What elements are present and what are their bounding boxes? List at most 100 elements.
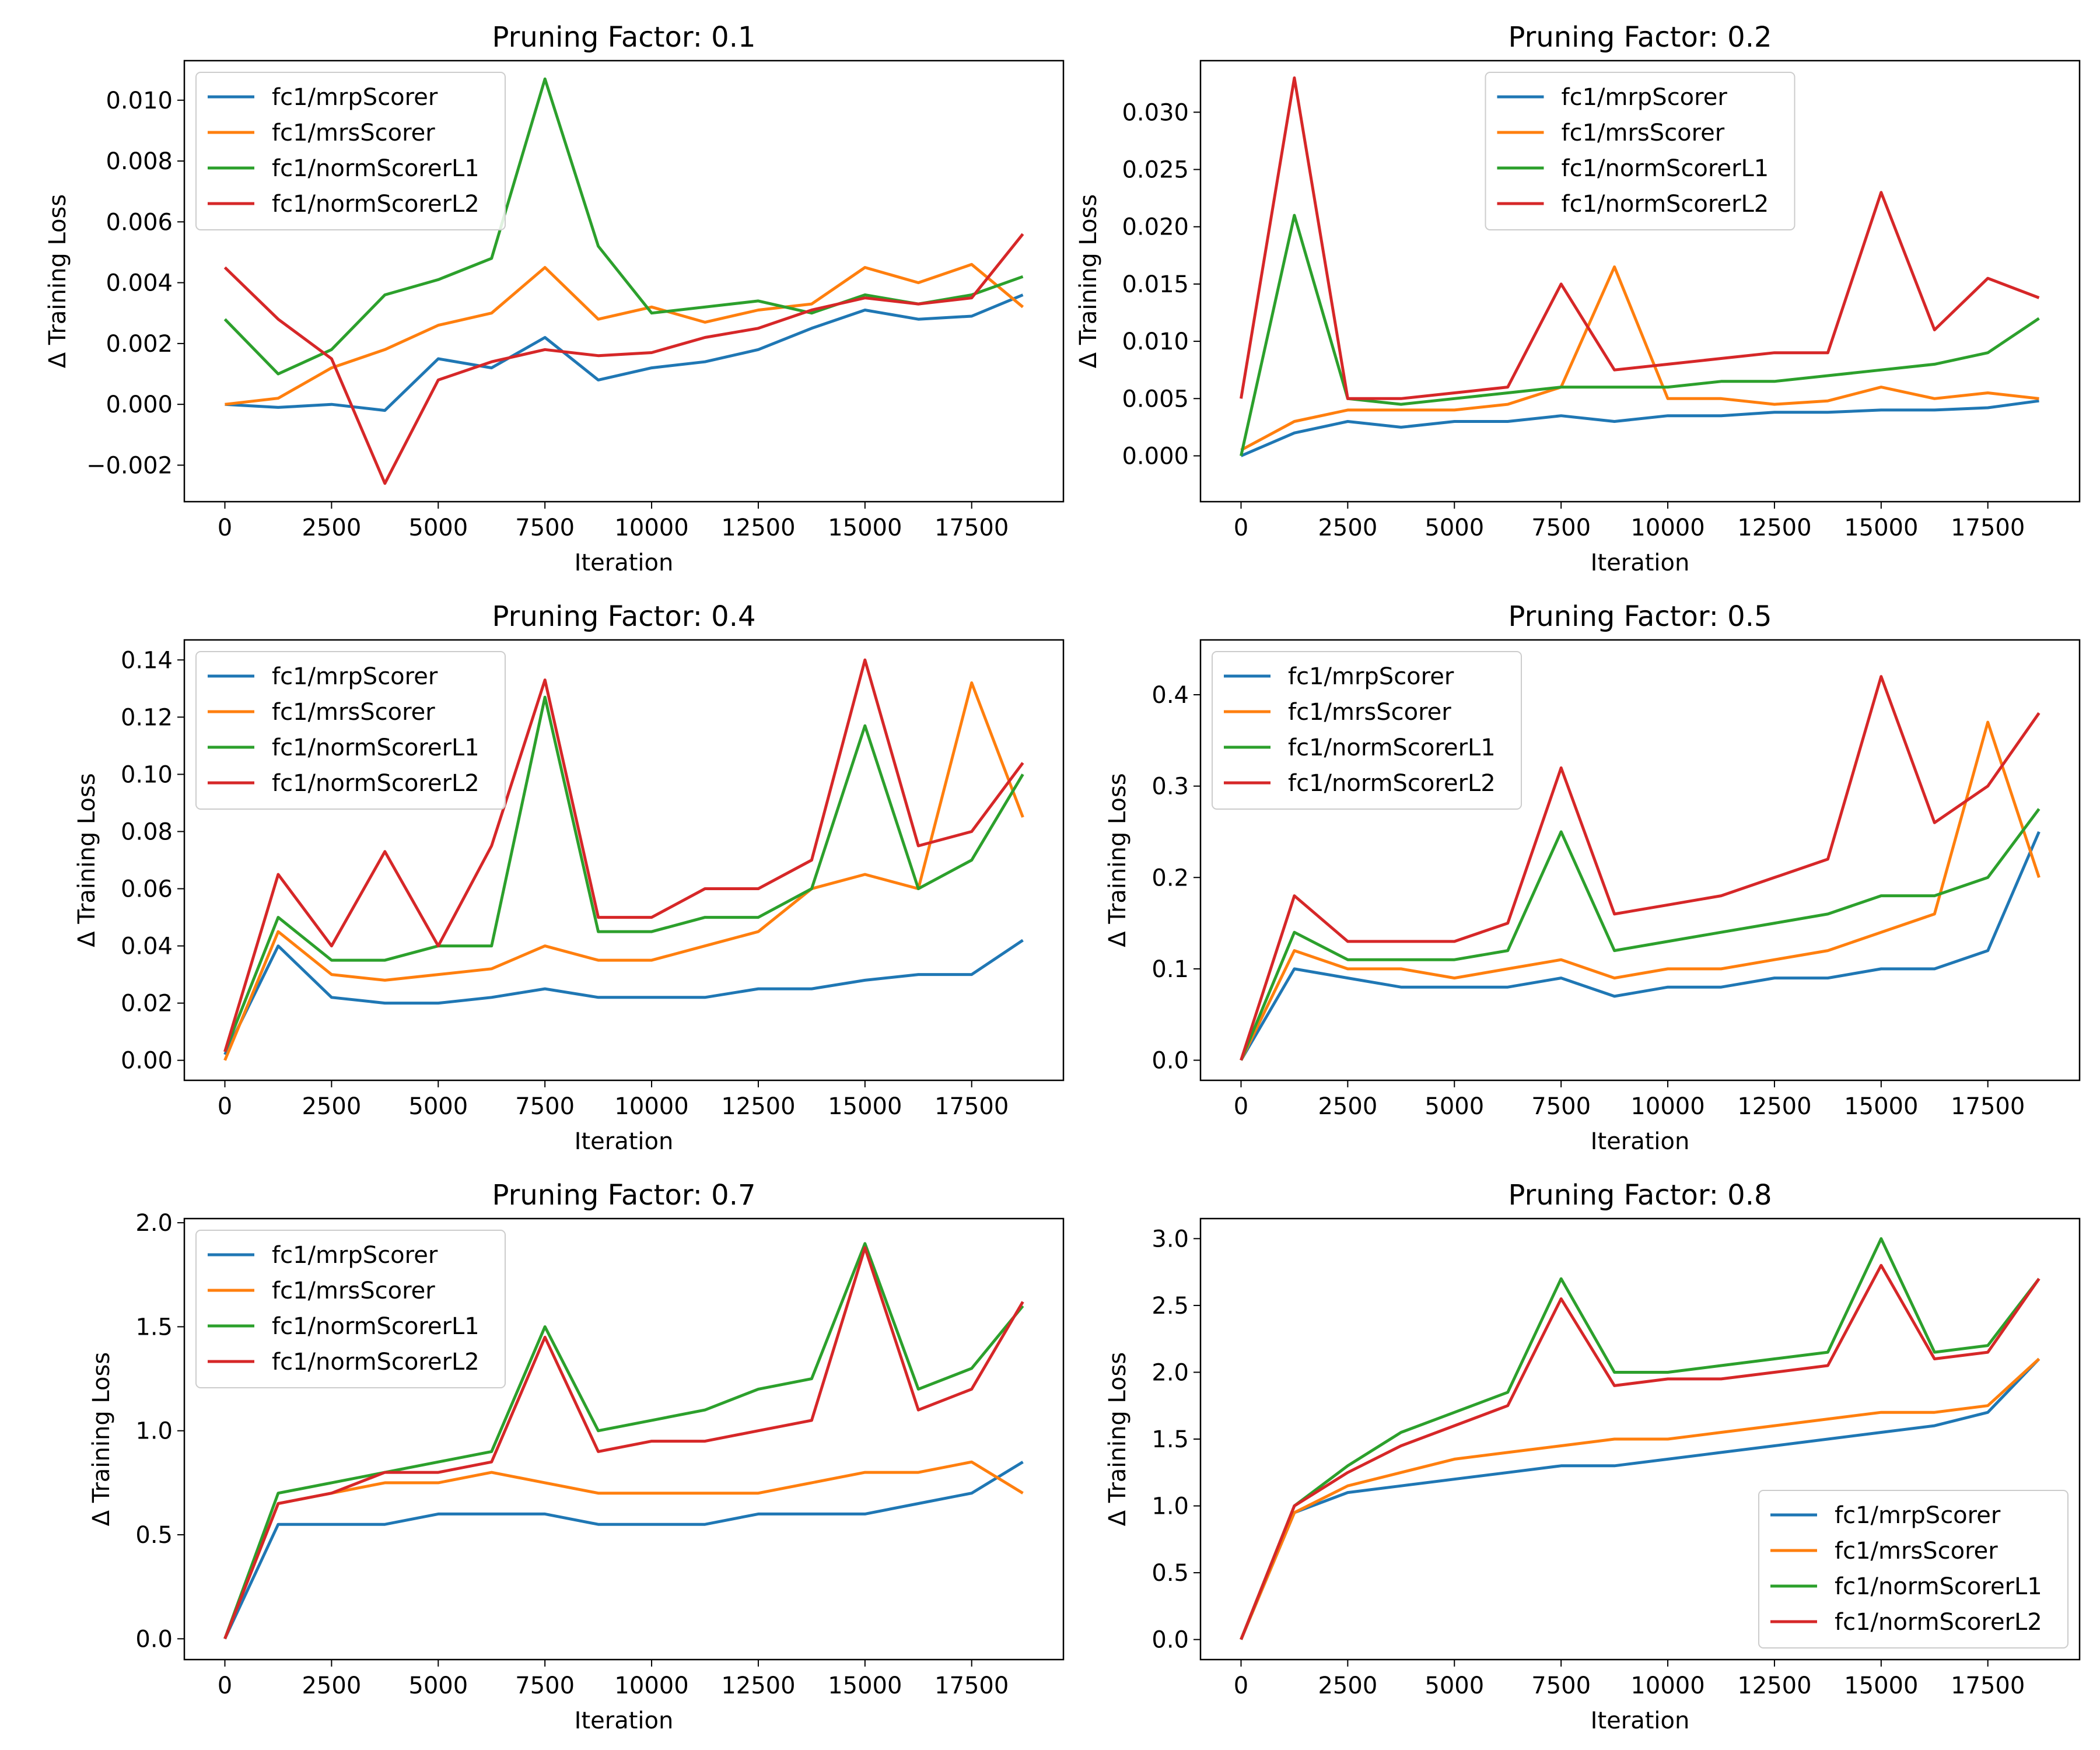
y-axis-label: Δ Training Loss	[1104, 773, 1131, 947]
legend-label: fc1/normScorerL1	[1562, 155, 1769, 182]
x-axis-label: Iteration	[1591, 1707, 1690, 1734]
y-axis-label: Δ Training Loss	[74, 773, 100, 947]
legend: fc1/mrpScorer fc1/mrsScorer fc1/normScorer…	[195, 651, 506, 810]
x-tick-label: 17500	[935, 1672, 1009, 1699]
x-tick-label: 17500	[1951, 514, 2025, 541]
x-tick-label: 2500	[302, 514, 361, 541]
y-tick-label: 0.004	[106, 270, 173, 297]
legend-label: fc1/mrsScorer	[1562, 120, 1725, 146]
x-axis-label: Iteration	[575, 1707, 674, 1734]
y-tick-label: 0.005	[1122, 386, 1189, 412]
plot-frame	[1199, 60, 2081, 503]
series-line	[223, 77, 1024, 376]
series-line	[1240, 1357, 2041, 1640]
y-tick-label: 0.2	[1152, 864, 1189, 891]
series-line	[1240, 1237, 2041, 1640]
x-tick-label: 17500	[1951, 1672, 2025, 1699]
legend-label: fc1/mrpScorer	[1288, 663, 1454, 690]
y-tick-label: 0.3	[1152, 774, 1189, 800]
x-tick-label: 12500	[1737, 1093, 1811, 1120]
x-tick-label: 2500	[302, 1672, 361, 1699]
chart-panel: 0 2500 5000 7500 10000 12500 15000 17500 0.000 0.…	[1075, 21, 2081, 576]
x-tick-label: 0	[218, 1672, 232, 1699]
chart-title: Pruning Factor: 0.8	[1508, 1179, 1772, 1212]
x-tick-label: 15000	[1844, 1672, 1918, 1699]
chart-panel: 0 2500 5000 7500 10000 12500 15000 17500 −0.002 0…	[44, 21, 1065, 576]
x-tick-label: 12500	[1737, 1672, 1811, 1699]
x-tick-label: 10000	[1630, 1672, 1704, 1699]
series-line	[223, 658, 1024, 1052]
series-line	[223, 695, 1024, 1052]
legend-label: fc1/normScorerL2	[272, 770, 480, 797]
chart-title: Pruning Factor: 0.7	[492, 1179, 755, 1212]
y-axis-label: Δ Training Loss	[1075, 194, 1102, 368]
legend-label: fc1/normScorerL1	[272, 734, 480, 761]
x-tick-label: 2500	[1318, 514, 1377, 541]
x-tick-label: 5000	[408, 1672, 468, 1699]
y-tick-label: 0.020	[1122, 214, 1189, 241]
x-tick-label: 15000	[828, 1093, 902, 1120]
x-tick-label: 5000	[1424, 1672, 1484, 1699]
y-tick-label: 0.5	[1152, 1560, 1189, 1587]
x-axis-label: Iteration	[575, 1128, 674, 1155]
x-tick-label: 7500	[515, 1672, 575, 1699]
legend: fc1/mrpScorer fc1/mrsScorer fc1/normScorer…	[1485, 72, 1796, 230]
x-tick-label: 12500	[721, 1672, 795, 1699]
legend-label: fc1/mrsScorer	[1835, 1538, 1998, 1564]
series-line	[223, 939, 1024, 1056]
y-axis-label: Δ Training Loss	[1104, 1352, 1131, 1526]
series-line	[223, 1461, 1024, 1640]
legend: fc1/mrpScorer fc1/mrsScorer fc1/normScorer…	[195, 72, 506, 230]
series-line	[1240, 399, 2039, 457]
x-tick-label: 7500	[1531, 1093, 1591, 1120]
series-line	[225, 293, 1024, 412]
legend-label: fc1/normScorerL1	[272, 155, 480, 182]
series-line	[223, 1242, 1024, 1640]
x-tick-label: 17500	[1951, 1093, 2025, 1120]
x-tick-label: 0	[218, 514, 232, 541]
y-tick-label: 0.12	[121, 704, 173, 731]
x-tick-label: 10000	[614, 1093, 688, 1120]
x-tick-label: 2500	[1318, 1672, 1377, 1699]
legend-box	[195, 72, 506, 230]
y-tick-label: 0.002	[106, 331, 173, 358]
x-tick-label: 17500	[935, 514, 1009, 541]
y-tick-label: 0.010	[106, 88, 173, 114]
y-tick-label: 0.010	[1122, 328, 1189, 355]
legend-label: fc1/mrsScorer	[272, 120, 435, 146]
legend-label: fc1/mrpScorer	[272, 663, 438, 690]
series-line	[223, 233, 1024, 485]
series-line	[223, 1460, 1024, 1640]
x-tick-label: 2500	[1318, 1093, 1377, 1120]
y-tick-label: 0.030	[1122, 99, 1189, 126]
y-tick-label: 3.0	[1152, 1226, 1189, 1252]
x-tick-label: 5000	[408, 514, 468, 541]
plot-frame	[1199, 639, 2081, 1082]
y-tick-label: 0.06	[121, 876, 173, 903]
y-tick-label: 0.10	[121, 761, 173, 788]
x-tick-label: 10000	[614, 1672, 688, 1699]
legend-label: fc1/mrpScorer	[272, 1242, 438, 1269]
y-tick-label: 0.006	[106, 209, 173, 236]
y-tick-label: 0.000	[106, 391, 173, 418]
series-line	[225, 262, 1024, 406]
legend-label: fc1/normScorerL1	[1835, 1573, 2042, 1600]
y-tick-label: 1.5	[135, 1314, 173, 1340]
legend-label: fc1/normScorerL1	[272, 1313, 480, 1340]
x-axis-label: Iteration	[1591, 1128, 1690, 1155]
y-tick-label: 2.0	[1152, 1359, 1189, 1386]
x-tick-label: 12500	[721, 514, 795, 541]
y-tick-label: 1.5	[1152, 1426, 1189, 1453]
x-tick-label: 15000	[1844, 1093, 1918, 1120]
y-tick-label: 0.14	[121, 647, 173, 674]
series-line	[223, 1246, 1024, 1640]
y-tick-label: 0.015	[1122, 271, 1189, 298]
chart-panel: 0 2500 5000 7500 10000 12500 15000 17500 0.0 0.5 1…	[88, 1179, 1065, 1734]
plot-frame	[183, 639, 1065, 1082]
legend: fc1/mrpScorer fc1/mrsScorer fc1/normScorer…	[1212, 651, 1522, 810]
x-tick-label: 5000	[408, 1093, 468, 1120]
series-line	[1240, 1264, 2041, 1640]
x-tick-label: 5000	[1424, 1093, 1484, 1120]
series-line	[1240, 1357, 2041, 1640]
